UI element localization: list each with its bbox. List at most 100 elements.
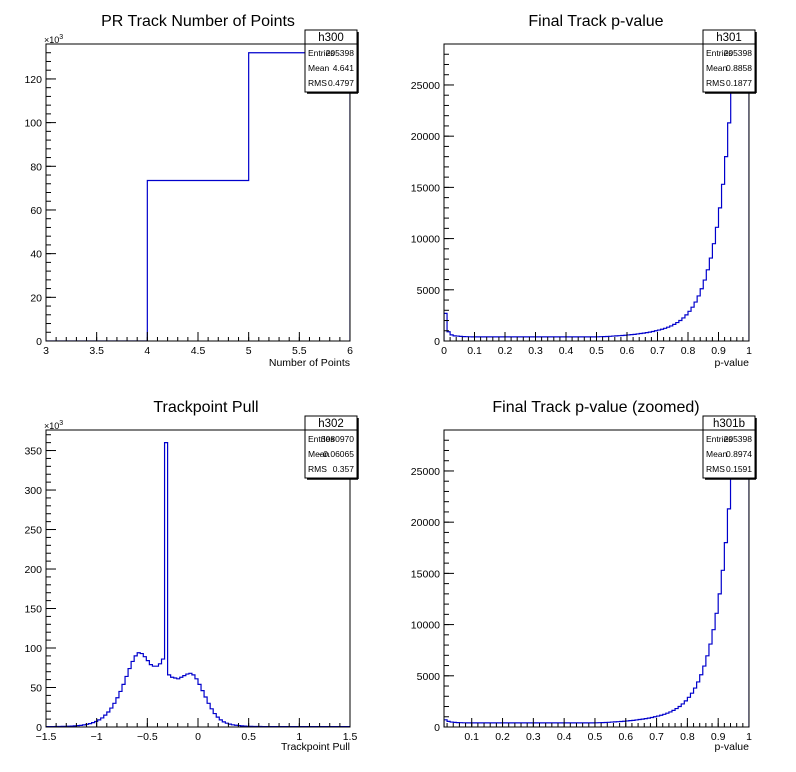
- chart-title: Trackpoint Pull: [153, 399, 258, 416]
- y-tick-label: 100: [24, 118, 42, 130]
- chart-title: Final Track p-value (zoomed): [492, 399, 699, 416]
- stats-label: Entries: [706, 48, 732, 58]
- stats-label: Mean: [308, 63, 330, 73]
- x-axis-label: Number of Points: [269, 357, 350, 369]
- x-tick-label: 4.5: [191, 345, 206, 357]
- x-tick-label: 3.5: [89, 345, 104, 357]
- x-axis-label: Trackpoint Pull: [281, 741, 350, 753]
- y-tick-label: 80: [30, 161, 42, 173]
- y-tick-label: 15000: [411, 182, 440, 194]
- y-tick-label: 40: [30, 249, 42, 261]
- stats-value: 0.1877: [726, 78, 752, 88]
- histogram-line-h300: [46, 52, 350, 341]
- stats-value: 0.8858: [726, 63, 752, 73]
- stats-value: −0.06065: [318, 449, 354, 459]
- y-tick-label: 15000: [411, 568, 440, 580]
- stats-value: 205398: [724, 434, 753, 444]
- x-tick-label: 0.4: [557, 731, 572, 743]
- y-tick-label: 20000: [411, 131, 440, 143]
- x-tick-label: 0.2: [495, 731, 510, 743]
- x-tick-label: 0.9: [711, 345, 726, 357]
- stats-value: 0.4797: [328, 78, 354, 88]
- x-tick-label: 0.3: [528, 345, 543, 357]
- x-tick-label: 0.9: [711, 731, 726, 743]
- y-tick-label: 20000: [411, 517, 440, 529]
- panel-h301: 0 0.1 0.2 0.3 0.4 0.5 0.6 0.7 0.8 0.9 1 0 5000 10000 1…: [411, 13, 757, 369]
- stats-label: RMS: [706, 464, 725, 474]
- x-tick-label: 1: [746, 731, 752, 743]
- x-tick-label: 0.1: [467, 345, 482, 357]
- stats-label: RMS: [706, 78, 725, 88]
- y-tick-label: 300: [24, 485, 42, 497]
- y-multiplier: ×103: [44, 34, 63, 45]
- x-axis-label: p-value: [715, 741, 750, 753]
- panel-h301b: 0.1 0.2 0.3 0.4 0.5 0.6 0.7 0.8 0.9 1 0 5000 10000 15…: [411, 399, 757, 753]
- plot-frame: [45, 43, 351, 342]
- y-tick-label: 20: [30, 292, 42, 304]
- y-tick-label: 25000: [411, 80, 440, 92]
- x-tick-label: 0.5: [589, 345, 604, 357]
- x-tick-label: 3: [43, 345, 49, 357]
- y-multiplier: ×103: [44, 420, 63, 431]
- chart-title: PR Track Number of Points: [101, 13, 295, 30]
- y-tick-label: 10000: [411, 620, 440, 632]
- chart-title: Final Track p-value: [528, 13, 663, 30]
- x-tick-label: −1: [91, 731, 103, 743]
- stats-label: RMS: [308, 464, 327, 474]
- y-tick-label: 10000: [411, 234, 440, 246]
- stats-label: Mean: [706, 449, 728, 459]
- x-tick-label: 0.7: [649, 731, 664, 743]
- stats-value: 205398: [326, 48, 355, 58]
- stats-value: 0.1591: [726, 464, 752, 474]
- x-tick-label: 0.5: [588, 731, 603, 743]
- histogram-line-h302: [46, 442, 350, 727]
- stats-value: 0.8974: [726, 449, 752, 459]
- y-tick-label: 0: [36, 722, 42, 734]
- y-tick-label: 100: [24, 643, 42, 655]
- x-tick-label: 0.5: [241, 731, 256, 743]
- x-tick-label: −1.5: [36, 731, 57, 743]
- x-tick-label: −0.5: [137, 731, 158, 743]
- stats-label: Entries: [308, 48, 334, 58]
- x-tick-label: 0.8: [681, 345, 696, 357]
- y-tick-label: 5000: [417, 285, 441, 297]
- stats-value: 3080970: [321, 434, 354, 444]
- x-tick-label: 0.6: [620, 345, 635, 357]
- y-tick-label: 350: [24, 446, 42, 458]
- x-tick-label: 4: [144, 345, 150, 357]
- x-tick-label: 0.2: [498, 345, 513, 357]
- y-tick-label: 60: [30, 205, 42, 217]
- stats-name: h302: [318, 418, 344, 430]
- x-tick-label: 5.5: [292, 345, 307, 357]
- y-tick-label: 200: [24, 564, 42, 576]
- x-tick-label: 1: [746, 345, 752, 357]
- x-tick-label: 0.8: [680, 731, 695, 743]
- stats-value: 205398: [724, 48, 753, 58]
- y-tick-label: 0: [36, 336, 42, 348]
- stats-label: Entries: [706, 434, 732, 444]
- x-tick-label: 0.7: [650, 345, 665, 357]
- stats-name: h300: [318, 32, 344, 44]
- stats-name: h301b: [713, 418, 745, 430]
- x-tick-label: 0: [195, 731, 201, 743]
- stats-label: Mean: [308, 449, 330, 459]
- stats-label: Entries: [308, 434, 334, 444]
- y-tick-label: 250: [24, 525, 42, 537]
- x-tick-label: 0.4: [559, 345, 574, 357]
- stats-name: h301: [716, 32, 742, 44]
- stats-value: 0.357: [333, 464, 355, 474]
- x-tick-label: 0.6: [618, 731, 633, 743]
- stats-value: 4.641: [333, 63, 355, 73]
- y-tick-label: 50: [30, 683, 42, 695]
- x-tick-label: 0.3: [526, 731, 541, 743]
- x-tick-label: 0.1: [464, 731, 479, 743]
- y-tick-label: 5000: [417, 671, 441, 683]
- x-tick-label: 1: [296, 731, 302, 743]
- y-tick-label: 25000: [411, 466, 440, 478]
